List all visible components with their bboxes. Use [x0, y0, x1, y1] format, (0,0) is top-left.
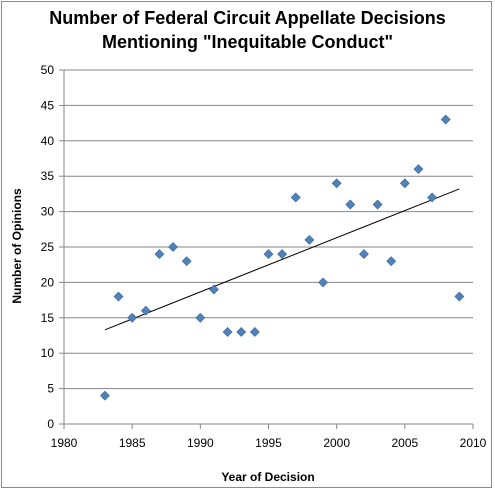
data-point	[318, 277, 328, 288]
data-point	[127, 312, 138, 323]
data-point	[236, 327, 247, 337]
x-axis-label: Year of Decision	[221, 470, 314, 484]
y-tick-label: 30	[41, 205, 55, 219]
data-point	[304, 234, 315, 245]
y-tick-label: 50	[41, 63, 55, 77]
data-point	[209, 284, 219, 295]
data-point	[386, 256, 397, 267]
trendline-layer	[104, 188, 460, 331]
x-tick-labels: 1980 1985 1990 1995 2000 2005 2010	[51, 436, 487, 450]
data-point	[277, 249, 288, 260]
y-tick-label: 5	[47, 382, 54, 396]
data-point	[140, 305, 151, 316]
data-point	[359, 249, 369, 260]
x-tick-label: 1995	[255, 436, 282, 450]
y-tick-label: 0	[47, 417, 54, 431]
y-tick-label: 25	[41, 240, 55, 254]
data-point	[222, 327, 233, 337]
y-tick-label: 20	[41, 275, 55, 289]
y-tick-labels: 0 5 10 15 20 25 30 35 40 45 50	[41, 63, 55, 431]
y-axis-label: Number of Opinions	[10, 188, 24, 304]
gridlines	[64, 69, 473, 390]
data-point	[195, 312, 206, 323]
data-point	[113, 291, 124, 302]
y-tick-label: 45	[41, 98, 55, 112]
axes	[59, 69, 474, 429]
trendline	[104, 188, 460, 331]
data-points	[99, 114, 465, 401]
data-point	[249, 327, 260, 337]
data-point	[372, 199, 383, 210]
data-point	[99, 390, 110, 401]
x-tick-label: 1985	[119, 436, 146, 450]
data-point	[440, 114, 451, 125]
data-point	[413, 164, 424, 175]
data-point	[154, 249, 165, 260]
data-point	[290, 192, 301, 203]
chart-title-line-1: Number of Federal Circuit Appellate Deci…	[49, 8, 446, 28]
y-tick-label: 10	[41, 346, 55, 360]
x-tick-label: 2010	[460, 436, 487, 450]
y-tick-label: 35	[41, 169, 55, 183]
data-point	[168, 242, 178, 252]
y-tick-label: 40	[41, 134, 55, 148]
x-tick-label: 1990	[187, 436, 214, 450]
x-tick-label: 2005	[391, 436, 418, 450]
data-point	[399, 178, 410, 189]
data-point	[454, 291, 465, 302]
chart-title: Number of Federal Circuit Appellate Deci…	[0, 6, 495, 54]
data-point	[345, 199, 356, 210]
x-tick-label: 2000	[323, 436, 350, 450]
data-point	[331, 178, 342, 189]
chart-title-line-2: Mentioning "Inequitable Conduct"	[101, 32, 394, 52]
data-point	[181, 256, 192, 267]
data-point	[427, 192, 438, 203]
data-point	[263, 249, 274, 260]
x-tick-label: 1980	[51, 436, 78, 450]
y-tick-label: 15	[41, 311, 55, 325]
